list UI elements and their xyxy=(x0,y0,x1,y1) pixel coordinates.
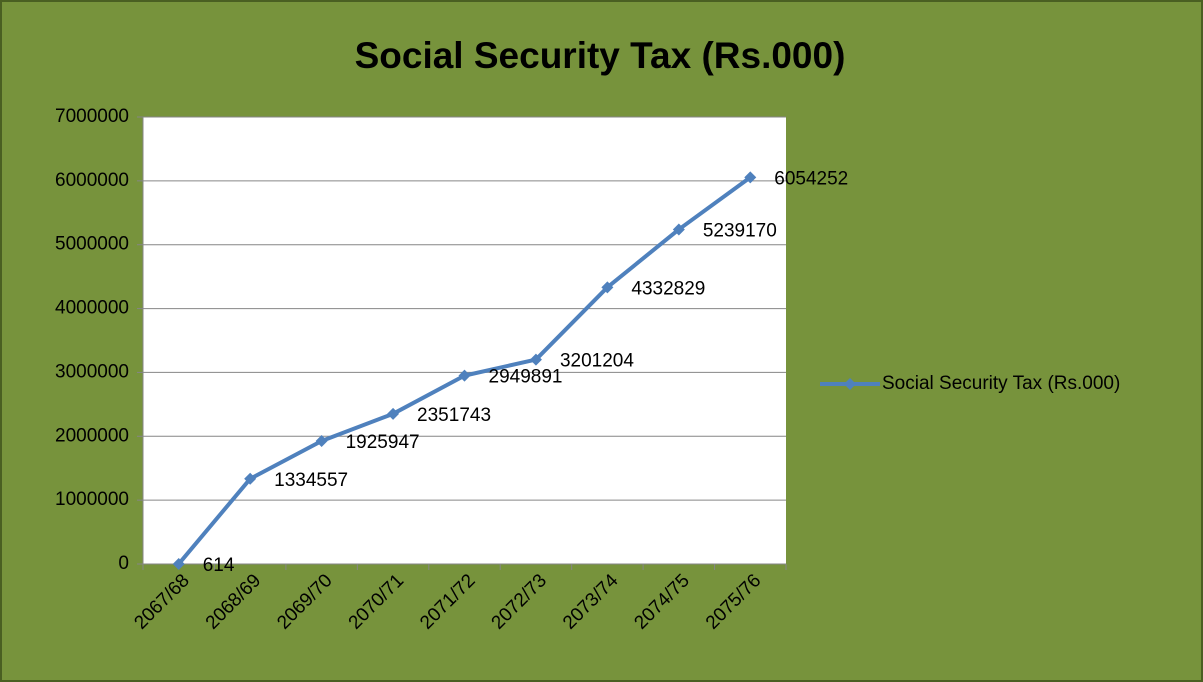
data-label: 3201204 xyxy=(560,351,634,372)
legend-marker xyxy=(844,378,856,390)
data-label: 2949891 xyxy=(489,367,563,388)
marker xyxy=(458,369,471,382)
y-tick-label: 0 xyxy=(118,553,129,574)
y-tick-label: 4000000 xyxy=(55,298,129,319)
chart-title: Social Security Tax (Rs.000) xyxy=(355,35,846,76)
y-tick-label: 7000000 xyxy=(55,106,129,127)
marker xyxy=(601,281,614,294)
data-label: 614 xyxy=(203,555,235,576)
data-label: 6054252 xyxy=(774,168,848,189)
marker xyxy=(529,353,542,366)
y-tick-label: 1000000 xyxy=(55,489,129,510)
data-label: 2351743 xyxy=(417,405,491,426)
data-label: 4332829 xyxy=(631,278,705,299)
marker xyxy=(244,472,257,485)
y-tick-label: 3000000 xyxy=(55,361,129,382)
marker xyxy=(387,407,400,420)
data-label: 1925947 xyxy=(346,432,420,453)
y-tick-label: 2000000 xyxy=(55,425,129,446)
plot-area xyxy=(143,117,786,564)
y-tick-label: 5000000 xyxy=(55,234,129,255)
data-label: 1334557 xyxy=(274,470,348,491)
legend-label: Social Security Tax (Rs.000) xyxy=(882,373,1120,394)
marker xyxy=(672,223,685,236)
marker xyxy=(315,435,328,448)
marker xyxy=(744,171,757,184)
y-tick-label: 6000000 xyxy=(55,170,129,191)
data-label: 5239170 xyxy=(703,220,777,241)
marker xyxy=(172,557,185,570)
